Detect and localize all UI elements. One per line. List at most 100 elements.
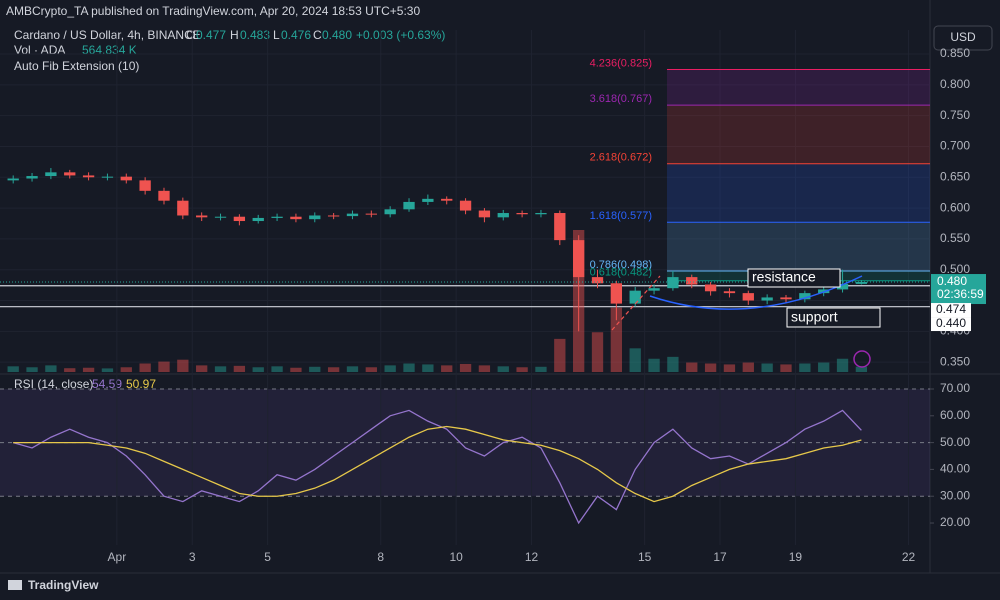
volume-bar bbox=[497, 366, 509, 372]
candle-body bbox=[346, 213, 359, 217]
candle-body bbox=[441, 198, 453, 201]
candle-body bbox=[497, 213, 509, 218]
publisher: AMBCrypto_TA published on TradingView.co… bbox=[6, 4, 420, 18]
candle-body bbox=[327, 215, 340, 217]
volume-bar bbox=[591, 332, 604, 372]
volume-bar bbox=[648, 358, 660, 372]
x-tick-label: Apr bbox=[108, 550, 127, 564]
candle-body bbox=[459, 200, 472, 211]
candle-body bbox=[667, 277, 679, 289]
volume-bar bbox=[459, 363, 472, 372]
dashed-arrow bbox=[611, 275, 661, 331]
alert-icon[interactable] bbox=[853, 350, 871, 368]
volume-bar bbox=[422, 364, 434, 372]
x-tick-label: 5 bbox=[264, 550, 271, 564]
tv-logo: TradingView bbox=[8, 578, 99, 592]
rsi-tick-label: 50.00 bbox=[940, 435, 970, 449]
support-label: support bbox=[791, 309, 838, 325]
volume-bar bbox=[45, 365, 57, 372]
volume-bar bbox=[327, 367, 340, 372]
volume-bar bbox=[742, 362, 754, 372]
volume-bar bbox=[610, 307, 623, 372]
volume-bar bbox=[441, 365, 453, 372]
x-tick-label: 17 bbox=[713, 550, 727, 564]
rsi-ma-value: 50.97 bbox=[126, 377, 156, 391]
candle-body bbox=[761, 297, 773, 301]
candle-body bbox=[742, 293, 754, 301]
rsi-line bbox=[13, 425, 862, 503]
volume-bar bbox=[196, 365, 208, 372]
candle-body bbox=[252, 217, 264, 222]
resistance-label: resistance bbox=[752, 269, 816, 285]
volume-bar bbox=[855, 366, 868, 372]
volume-bar bbox=[271, 366, 283, 372]
candle-body bbox=[478, 210, 491, 218]
candle-body bbox=[45, 172, 57, 177]
c-value: 0.480 bbox=[322, 28, 352, 42]
candle-body bbox=[780, 297, 792, 300]
volume-bar bbox=[403, 363, 415, 372]
volume-bar bbox=[723, 364, 736, 372]
hline-label-box bbox=[931, 303, 971, 318]
fib-label: 2.618(0.672) bbox=[590, 152, 652, 164]
volume-bar bbox=[478, 365, 491, 372]
y-tick-label: 0.650 bbox=[940, 169, 970, 183]
fib-label: 3.618(0.767) bbox=[590, 93, 652, 105]
candle-body bbox=[836, 283, 849, 290]
rsi-tick-label: 60.00 bbox=[940, 408, 970, 422]
rsi-tick-label: 40.00 bbox=[940, 462, 970, 476]
volume-bar bbox=[26, 367, 38, 372]
volume-bar bbox=[535, 366, 547, 372]
candle-body bbox=[271, 216, 283, 218]
logo-mark bbox=[8, 580, 22, 590]
candle-body bbox=[384, 209, 396, 215]
volume-bar bbox=[290, 367, 302, 372]
candle-body bbox=[26, 176, 38, 179]
volume-bar bbox=[629, 348, 641, 372]
ohlc: O 0.477 H 0.483 L 0.476 C 0.480 +0.003 (… bbox=[186, 28, 445, 42]
candle-body bbox=[177, 200, 189, 216]
volume-bar bbox=[686, 362, 698, 372]
candle-body bbox=[422, 198, 434, 202]
candle-body bbox=[686, 277, 698, 285]
o-value: 0.477 bbox=[196, 28, 226, 42]
hline-label: 0.440 bbox=[936, 316, 966, 330]
volume-title: Vol · ADA bbox=[14, 43, 65, 57]
x-tick-label: 8 bbox=[377, 550, 384, 564]
countdown: 02:36:59 bbox=[937, 287, 984, 301]
y-tick-label: 0.850 bbox=[940, 46, 970, 60]
x-tick-label: 15 bbox=[638, 550, 652, 564]
brand: TradingView bbox=[28, 578, 99, 592]
currency[interactable]: USD bbox=[950, 30, 976, 44]
symbol-title: Cardano / US Dollar, 4h, BINANCE bbox=[14, 28, 201, 42]
currency-button[interactable] bbox=[933, 25, 993, 51]
y-tick-label: 0.350 bbox=[940, 354, 970, 368]
volume-bar bbox=[799, 363, 811, 372]
x-tick-label: 19 bbox=[789, 550, 803, 564]
volume-bar bbox=[101, 368, 114, 372]
candle-body bbox=[82, 175, 95, 178]
volume-bar bbox=[252, 367, 264, 372]
last-price-label: 0.480 bbox=[937, 274, 967, 288]
fib-label: 0.786(0.498) bbox=[590, 259, 652, 271]
y-tick-label: 0.500 bbox=[940, 262, 970, 276]
o-key: O bbox=[186, 28, 195, 42]
last-price-box bbox=[931, 274, 986, 305]
fib-label: 0.618(0.482) bbox=[590, 267, 652, 279]
candle-body bbox=[101, 176, 114, 178]
rsi-value: 54.59 bbox=[92, 377, 122, 391]
candle-body bbox=[648, 288, 660, 291]
candle-body bbox=[309, 215, 321, 220]
volume-bar bbox=[158, 361, 170, 372]
volume-bar bbox=[761, 363, 773, 372]
volume-bar bbox=[214, 366, 227, 372]
x-tick-label: 3 bbox=[189, 550, 196, 564]
volume-bar bbox=[7, 366, 19, 372]
rsi-line bbox=[13, 409, 862, 525]
candle-body bbox=[290, 216, 302, 220]
volume-bar bbox=[120, 367, 132, 372]
resistance-box bbox=[747, 268, 841, 288]
candle-body bbox=[629, 290, 641, 304]
candle-body bbox=[365, 213, 377, 215]
h-key: H bbox=[230, 28, 239, 42]
